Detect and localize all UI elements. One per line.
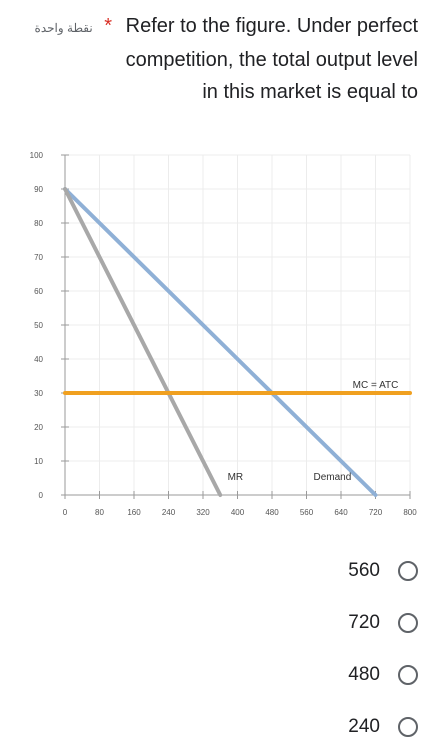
- x-tick-label: 160: [127, 508, 141, 517]
- x-tick-label: 80: [95, 508, 104, 517]
- y-tick-label: 20: [34, 423, 43, 432]
- x-tick-label: 800: [403, 508, 417, 517]
- series-label: Demand: [313, 472, 351, 483]
- question-line-3: in this market is equal to: [8, 76, 418, 108]
- y-tick-label: 40: [34, 355, 43, 364]
- figure-chart: 0 80 160 240 320 400 480 560 640 720 800 0 10 20 30 40 5…: [0, 140, 440, 540]
- answer-options: 560 720 480 240: [218, 545, 418, 753]
- radio-button[interactable]: [398, 613, 418, 633]
- radio-button[interactable]: [398, 561, 418, 581]
- y-tick-label: 100: [30, 151, 44, 160]
- option-label: 720: [348, 612, 380, 634]
- option-720[interactable]: 720: [218, 597, 418, 649]
- question-line-1: نقطة واحدة * Refer to the figure. Under …: [8, 10, 418, 44]
- radio-button[interactable]: [398, 665, 418, 685]
- y-tick-label: 30: [34, 389, 43, 398]
- series-line-mr: [65, 189, 220, 495]
- y-tick-label: 70: [34, 253, 43, 262]
- y-tick-label: 80: [34, 219, 43, 228]
- series-line-demand: [65, 189, 376, 495]
- y-tick-label: 50: [34, 321, 43, 330]
- option-label: 480: [348, 664, 380, 686]
- y-tick-label: 60: [34, 287, 43, 296]
- points-label: نقطة واحدة: [35, 21, 93, 35]
- x-tick-label: 0: [63, 508, 68, 517]
- x-tick-label: 400: [231, 508, 245, 517]
- question-line-2: competition, the total output level: [8, 44, 418, 76]
- option-label: 240: [348, 716, 380, 738]
- option-560[interactable]: 560: [218, 545, 418, 597]
- x-tick-label: 640: [334, 508, 348, 517]
- radio-button[interactable]: [398, 717, 418, 737]
- x-tick-label: 720: [369, 508, 383, 517]
- x-tick-label: 240: [162, 508, 176, 517]
- x-tick-label: 480: [265, 508, 279, 517]
- question-text: نقطة واحدة * Refer to the figure. Under …: [8, 10, 418, 108]
- question-line-1-text: Refer to the figure. Under perfect: [126, 15, 418, 37]
- series-label: MR: [228, 472, 244, 483]
- series-label: MC = ATC: [353, 380, 399, 391]
- market-chart: 0 80 160 240 320 400 480 560 640 720 800 0 10 20 30 40 5…: [0, 140, 440, 540]
- option-240[interactable]: 240: [218, 701, 418, 753]
- y-tick-label: 10: [34, 457, 43, 466]
- option-label: 560: [348, 560, 380, 582]
- option-480[interactable]: 480: [218, 649, 418, 701]
- x-tick-label: 320: [196, 508, 210, 517]
- y-tick-label: 0: [39, 491, 44, 500]
- x-tick-label: 560: [300, 508, 314, 517]
- required-asterisk: *: [104, 15, 112, 37]
- y-tick-label: 90: [34, 185, 43, 194]
